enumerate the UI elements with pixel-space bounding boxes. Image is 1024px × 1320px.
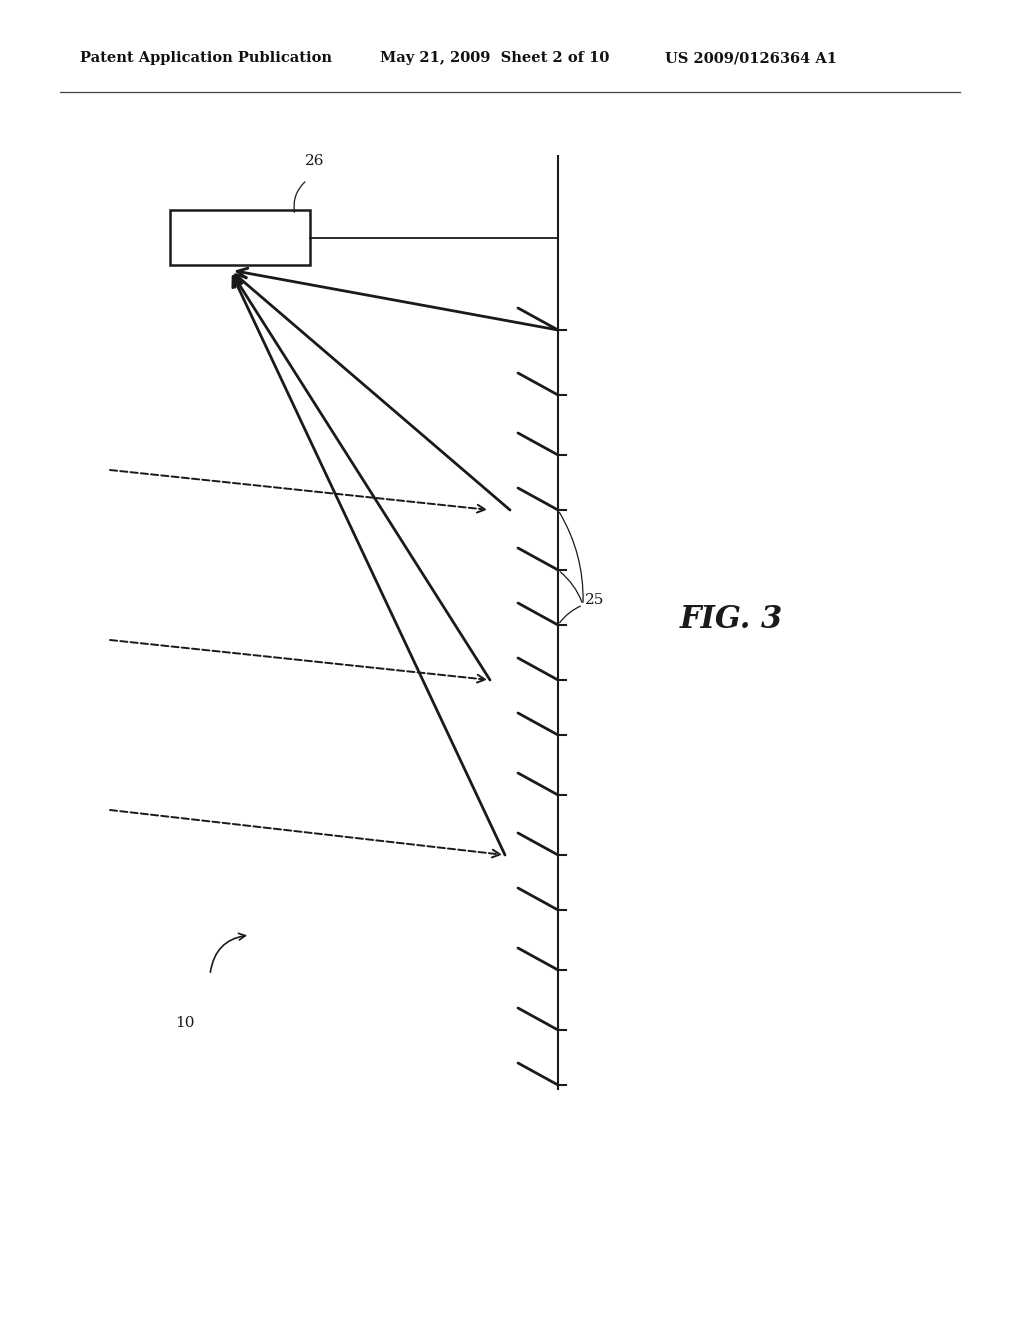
Text: FIG. 3: FIG. 3 (680, 605, 783, 635)
Text: Patent Application Publication: Patent Application Publication (80, 51, 332, 65)
Text: US 2009/0126364 A1: US 2009/0126364 A1 (665, 51, 837, 65)
Text: 10: 10 (175, 1016, 195, 1030)
Text: 25: 25 (585, 593, 604, 607)
Text: May 21, 2009  Sheet 2 of 10: May 21, 2009 Sheet 2 of 10 (380, 51, 609, 65)
Bar (170, 210, 310, 265)
Text: 26: 26 (305, 154, 325, 168)
